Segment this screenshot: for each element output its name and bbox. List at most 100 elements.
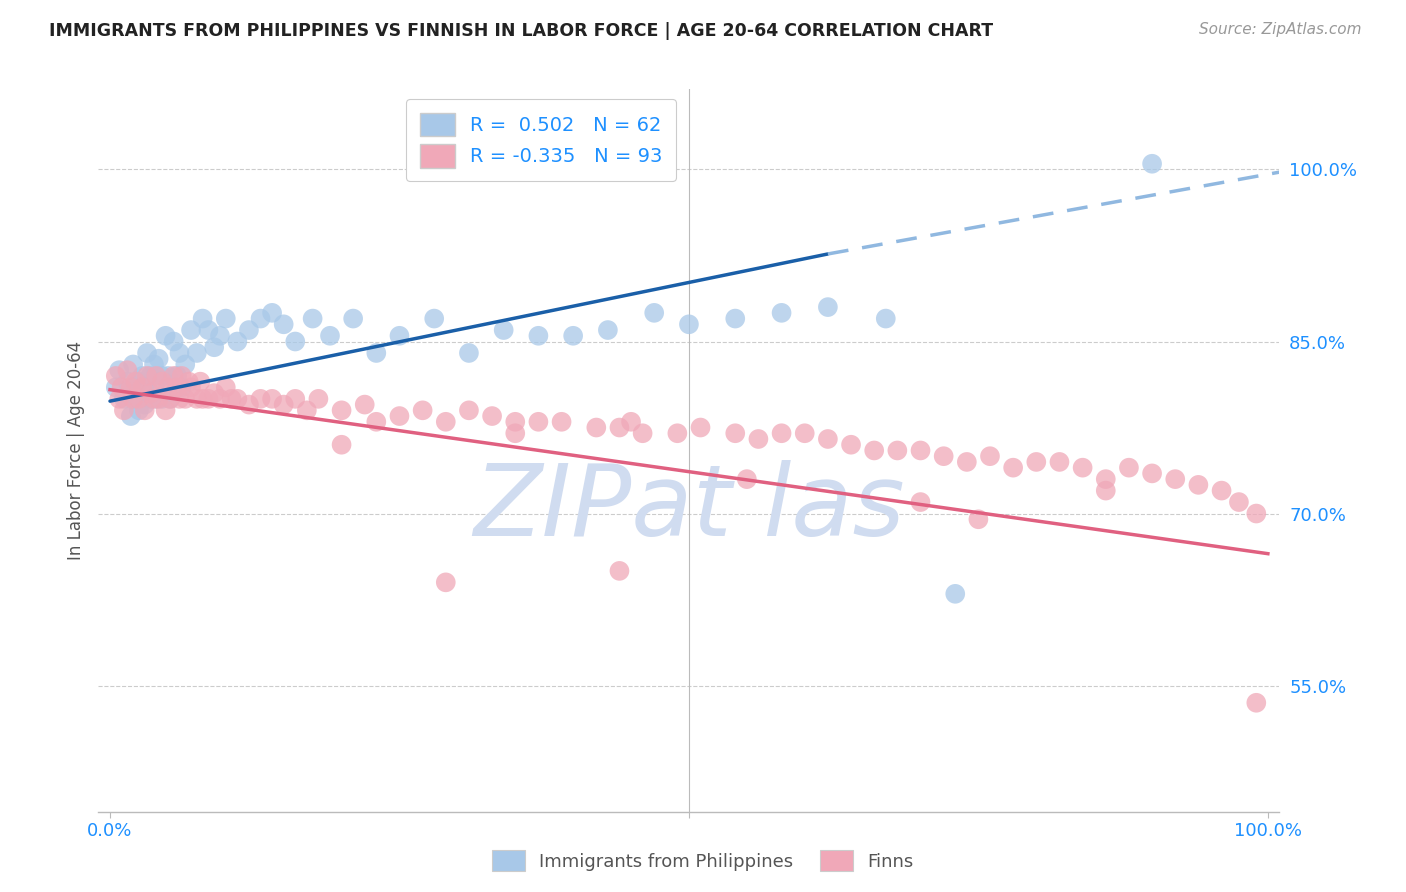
Point (112, 392, 135, 406)
Point (886, 443, 908, 458)
Point (388, 328, 411, 343)
Point (166, 368, 188, 383)
Point (145, 375, 167, 389)
Point (967, 512, 990, 526)
Point (150, 392, 173, 406)
Point (770, 426, 793, 441)
Point (108, 363, 131, 377)
Point (208, 392, 231, 406)
Point (1187, 478, 1209, 492)
Point (1049, 455, 1071, 469)
Point (503, 426, 526, 441)
Point (689, 420, 711, 434)
Point (342, 311, 364, 326)
Point (150, 375, 173, 389)
Point (492, 323, 515, 337)
Point (180, 323, 202, 337)
Point (124, 375, 146, 389)
Point (186, 346, 208, 360)
Point (273, 398, 295, 412)
Point (1094, 472, 1116, 486)
Point (156, 368, 179, 383)
Point (131, 368, 153, 383)
Point (177, 375, 200, 389)
Point (1118, 460, 1140, 475)
Point (208, 328, 231, 343)
Point (770, 306, 793, 320)
Point (134, 380, 156, 394)
Point (301, 311, 323, 326)
Point (143, 358, 166, 372)
Point (1164, 472, 1187, 486)
Point (839, 438, 862, 452)
Point (170, 368, 193, 383)
Point (481, 409, 503, 423)
Point (186, 392, 208, 406)
Point (197, 323, 219, 337)
Point (122, 358, 145, 372)
Point (174, 392, 197, 406)
Point (122, 380, 145, 394)
Point (1140, 157, 1163, 171)
Point (150, 368, 173, 383)
Point (817, 300, 839, 314)
Point (666, 426, 689, 441)
Point (284, 334, 307, 349)
Y-axis label: In Labor Force | Age 20-64: In Labor Force | Age 20-64 (66, 341, 84, 560)
Point (1246, 696, 1268, 710)
Point (249, 392, 271, 406)
Point (527, 415, 550, 429)
Point (238, 323, 260, 337)
Point (112, 403, 135, 417)
Point (134, 403, 156, 417)
Point (609, 564, 631, 578)
Point (169, 346, 191, 360)
Point (148, 351, 170, 366)
Point (1140, 467, 1163, 481)
Point (174, 358, 197, 372)
Point (145, 368, 167, 383)
Point (159, 392, 181, 406)
Point (143, 392, 166, 406)
Point (273, 318, 295, 332)
Point (215, 311, 238, 326)
Point (747, 432, 769, 446)
Point (503, 415, 526, 429)
Point (148, 392, 170, 406)
Point (139, 392, 162, 406)
Point (863, 443, 886, 458)
Point (249, 311, 271, 326)
Point (319, 328, 342, 343)
Point (131, 380, 153, 394)
Legend: R =  0.502   N = 62, R = -0.335   N = 93: R = 0.502 N = 62, R = -0.335 N = 93 (406, 99, 676, 181)
Point (262, 392, 284, 406)
Point (943, 587, 966, 601)
Point (412, 403, 434, 417)
Point (128, 375, 150, 389)
Point (330, 403, 353, 417)
Point (226, 392, 249, 406)
Point (724, 426, 747, 441)
Point (188, 375, 211, 389)
Point (562, 328, 585, 343)
Point (226, 334, 249, 349)
Point (620, 415, 643, 429)
Point (527, 328, 550, 343)
Point (128, 392, 150, 406)
Point (932, 449, 955, 463)
Point (1002, 460, 1025, 475)
Point (423, 311, 446, 326)
Point (104, 368, 127, 383)
Point (458, 346, 481, 360)
Text: IMMIGRANTS FROM PHILIPPINES VS FINNISH IN LABOR FORCE | AGE 20-64 CORRELATION CH: IMMIGRANTS FROM PHILIPPINES VS FINNISH I… (49, 22, 993, 40)
Point (678, 318, 700, 332)
Point (180, 380, 202, 394)
Point (191, 311, 214, 326)
Point (128, 403, 150, 417)
Point (139, 368, 162, 383)
Point (120, 380, 142, 394)
Point (875, 311, 897, 326)
Point (169, 392, 191, 406)
Point (163, 368, 186, 383)
Point (136, 346, 159, 360)
